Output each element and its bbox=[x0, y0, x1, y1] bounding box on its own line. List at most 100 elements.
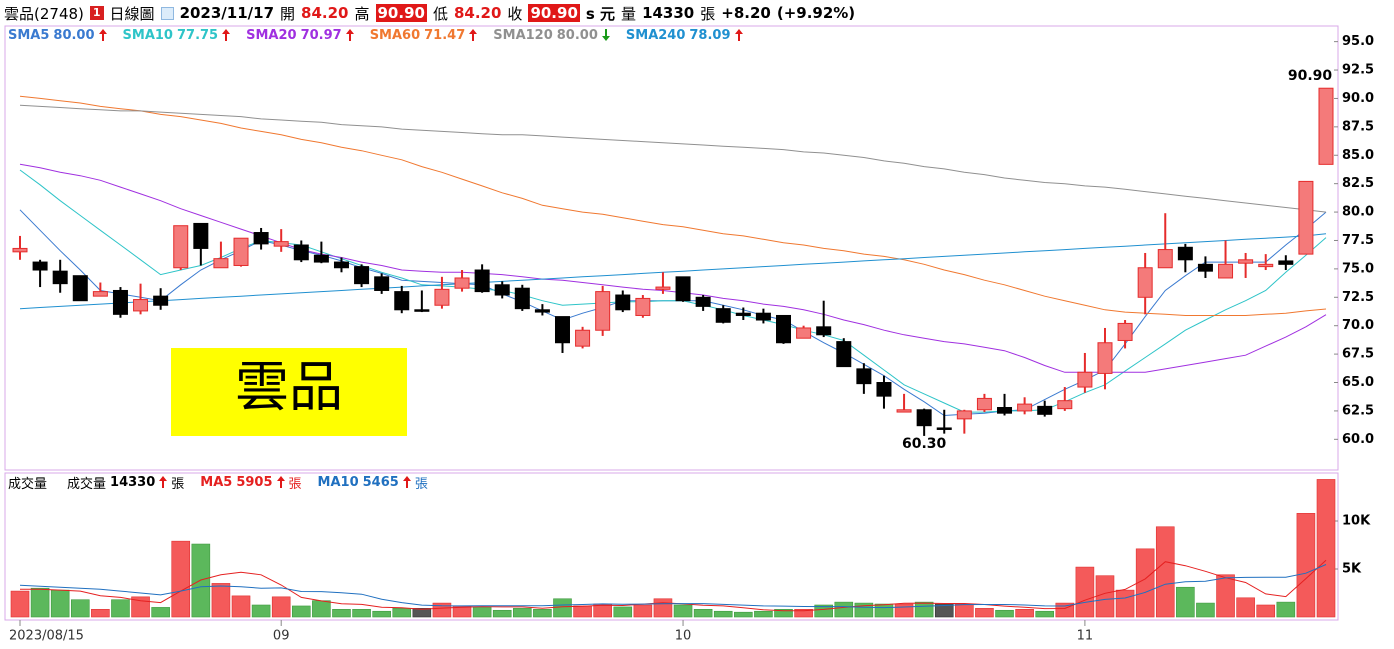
volume-bar bbox=[955, 603, 974, 618]
volume-bar bbox=[1155, 526, 1175, 618]
y-tick-label: 75.0 bbox=[1342, 261, 1374, 276]
volume-bar bbox=[1035, 610, 1055, 618]
y-tick-label: 87.5 bbox=[1342, 119, 1374, 134]
candle-body bbox=[153, 295, 169, 306]
x-tick-label: 10 bbox=[675, 629, 692, 644]
close: 90.90 bbox=[528, 4, 580, 22]
volume-bar bbox=[693, 609, 713, 618]
close-label: 收 bbox=[507, 4, 523, 23]
candle-body bbox=[856, 368, 872, 385]
candle-body bbox=[414, 309, 430, 312]
legend-name: SMA60 bbox=[369, 27, 421, 43]
volume-bar bbox=[1256, 604, 1276, 618]
volume-bar bbox=[1216, 574, 1235, 618]
candle-body bbox=[253, 232, 269, 245]
candle-body bbox=[1218, 263, 1234, 279]
candle-body bbox=[112, 289, 128, 315]
volume-bar bbox=[472, 606, 492, 618]
candle-body bbox=[916, 409, 932, 427]
y-tick-label: 62.5 bbox=[1342, 403, 1374, 418]
x-tick-label: 09 bbox=[273, 629, 290, 644]
open: 84.20 bbox=[301, 4, 349, 22]
high: 90.90 bbox=[375, 4, 427, 22]
header: 雲品(2748) 1 日線圖 2023/11/17 開 84.20 高 90.9… bbox=[4, 2, 855, 24]
volume-bar bbox=[673, 604, 693, 618]
y-tick-label: 65.0 bbox=[1342, 375, 1374, 390]
unit: s 元 bbox=[585, 4, 616, 23]
candle-body bbox=[1117, 322, 1133, 341]
candle-body bbox=[1318, 87, 1334, 165]
volume-bar bbox=[613, 606, 633, 618]
volume-bar bbox=[392, 608, 412, 618]
volume-bar bbox=[30, 587, 50, 618]
candle-body bbox=[173, 225, 189, 269]
volume-bar bbox=[734, 611, 753, 618]
ma-line bbox=[19, 564, 1327, 609]
candle-body bbox=[394, 291, 410, 311]
volume-bar bbox=[975, 608, 994, 618]
y-tick-label: 95.0 bbox=[1342, 34, 1374, 49]
volume-bar bbox=[10, 590, 30, 618]
candle-body bbox=[1037, 405, 1053, 415]
candle-body bbox=[474, 269, 490, 293]
y-tick-label: 67.5 bbox=[1342, 347, 1374, 362]
volume-bar bbox=[814, 604, 833, 618]
y-tick-label: 10K bbox=[1342, 514, 1371, 529]
volume-bar bbox=[653, 598, 673, 618]
date: 2023/11/17 bbox=[179, 4, 275, 22]
volume-bar bbox=[1135, 548, 1155, 618]
legend-name: MA10 bbox=[317, 474, 359, 490]
legend-value: 78.09 bbox=[689, 27, 731, 43]
high-label: 高 bbox=[354, 4, 370, 23]
stamp-text: 雲品 bbox=[235, 357, 343, 417]
legend-name: SMA20 bbox=[246, 27, 297, 43]
trend-arrow bbox=[402, 476, 411, 488]
y-tick-label: 70.0 bbox=[1342, 318, 1374, 333]
volume-bar bbox=[332, 609, 351, 618]
trend-arrow bbox=[345, 29, 354, 41]
legend-name: SMA10 bbox=[122, 27, 173, 43]
legend-entry: SMA5 80.00 bbox=[8, 28, 107, 43]
legend-value: 77.75 bbox=[176, 27, 219, 43]
candle-body bbox=[374, 276, 390, 291]
candle-body bbox=[454, 277, 470, 289]
volume-legend: 成交量 成交量 14330 張 MA5 5905 張 MA10 5465 張 bbox=[8, 473, 428, 492]
candle-body bbox=[293, 244, 309, 261]
volume-bar bbox=[151, 607, 170, 618]
candle-body bbox=[354, 266, 370, 285]
volume-bar bbox=[1316, 479, 1336, 618]
x-tick-label: 2023/08/15 bbox=[9, 629, 84, 644]
y-tick-label: 90.0 bbox=[1342, 91, 1374, 106]
volume-bar bbox=[1176, 586, 1195, 618]
y-tick-label: 60.0 bbox=[1342, 432, 1374, 447]
legend-value: 80.00 bbox=[556, 27, 598, 43]
volume-bar bbox=[211, 583, 231, 618]
legend-entry: MA5 5905 張 bbox=[200, 473, 301, 492]
trend-arrow bbox=[159, 476, 168, 488]
candle-body bbox=[133, 299, 149, 312]
legend-value: 80.00 bbox=[53, 27, 95, 43]
candle-body bbox=[1278, 260, 1294, 265]
candle-body bbox=[896, 409, 912, 413]
candle-body bbox=[1238, 259, 1254, 264]
candle-body bbox=[816, 326, 832, 336]
checkbox[interactable] bbox=[160, 6, 174, 20]
volume-bar bbox=[91, 609, 110, 618]
volume-bar bbox=[633, 604, 653, 618]
candle-body bbox=[575, 329, 591, 347]
change: +8.20 bbox=[721, 4, 771, 22]
candle-body bbox=[92, 291, 108, 297]
candle-body bbox=[675, 276, 691, 302]
volume-bar bbox=[995, 609, 1014, 618]
price-legend: SMA5 80.00 SMA10 77.75 SMA20 70.97 SMA60 71.47 S… bbox=[8, 27, 743, 43]
legend-entry: 成交量 14330 張 bbox=[67, 473, 184, 492]
legend-value: 71.47 bbox=[424, 27, 466, 43]
symbol: 雲品(2748) bbox=[4, 4, 84, 23]
legend-name: SMA120 bbox=[493, 27, 553, 43]
candle-body bbox=[534, 309, 550, 313]
trend-arrow bbox=[469, 29, 478, 41]
legend-name: 成交量 bbox=[67, 476, 107, 492]
candle-body bbox=[514, 287, 530, 310]
candle-body bbox=[936, 427, 952, 430]
legend-entry: SMA20 70.97 bbox=[246, 28, 354, 43]
